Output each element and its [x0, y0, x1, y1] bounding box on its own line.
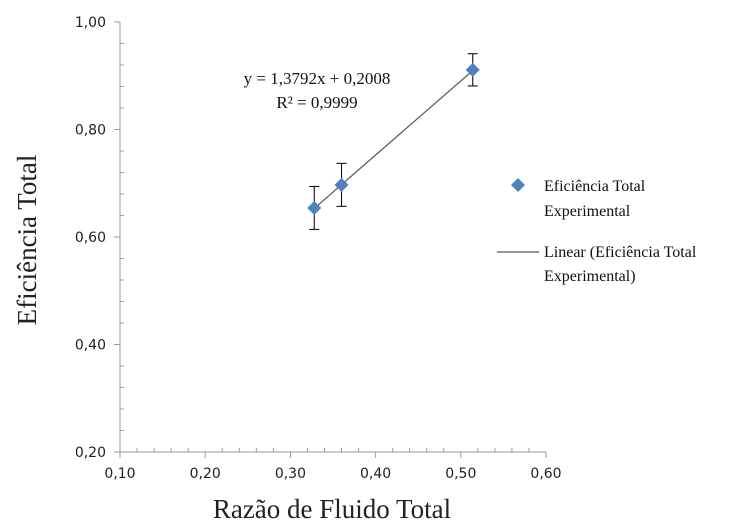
y-tick-label: 0,60: [75, 230, 106, 246]
legend-trend-label-2: Experimental): [544, 268, 636, 285]
legend: Eficiência Total Experimental Linear (Ef…: [497, 178, 697, 285]
y-tick-labels: 0,20 0,40 0,60 0,80 1,00: [75, 15, 106, 461]
legend-trend-label-1: Linear (Eficiência Total: [544, 244, 697, 261]
legend-series-label-1: Eficiência Total: [544, 178, 646, 195]
x-tick-label: 0,50: [445, 466, 476, 482]
r-squared-label: R² = 0,9999: [276, 93, 357, 112]
data-point: [307, 200, 322, 215]
x-axis-title: Razão de Fluido Total: [213, 494, 451, 524]
x-tick-label: 0,40: [360, 466, 391, 482]
x-tick-label: 0,30: [275, 466, 306, 482]
x-tick-label: 0,20: [190, 466, 221, 482]
x-tick-labels: 0,10 0,20 0,30 0,40 0,50 0,60: [104, 466, 561, 482]
y-axis-title: Eficiência Total: [12, 155, 42, 326]
data-point: [465, 62, 480, 77]
y-tick-label: 1,00: [75, 15, 106, 31]
legend-series-label-2: Experimental: [544, 203, 631, 220]
data-points: [307, 62, 480, 215]
y-tick-label: 0,80: [75, 123, 106, 139]
legend-marker-diamond: [511, 178, 525, 192]
y-tick-label: 0,40: [75, 338, 106, 354]
x-tick-label: 0,10: [104, 466, 135, 482]
x-tick-label: 0,60: [530, 466, 561, 482]
trend-equation: y = 1,3792x + 0,2008: [244, 69, 391, 88]
y-tick-label: 0,20: [75, 445, 106, 461]
data-point: [334, 177, 349, 192]
axes: [114, 21, 547, 458]
